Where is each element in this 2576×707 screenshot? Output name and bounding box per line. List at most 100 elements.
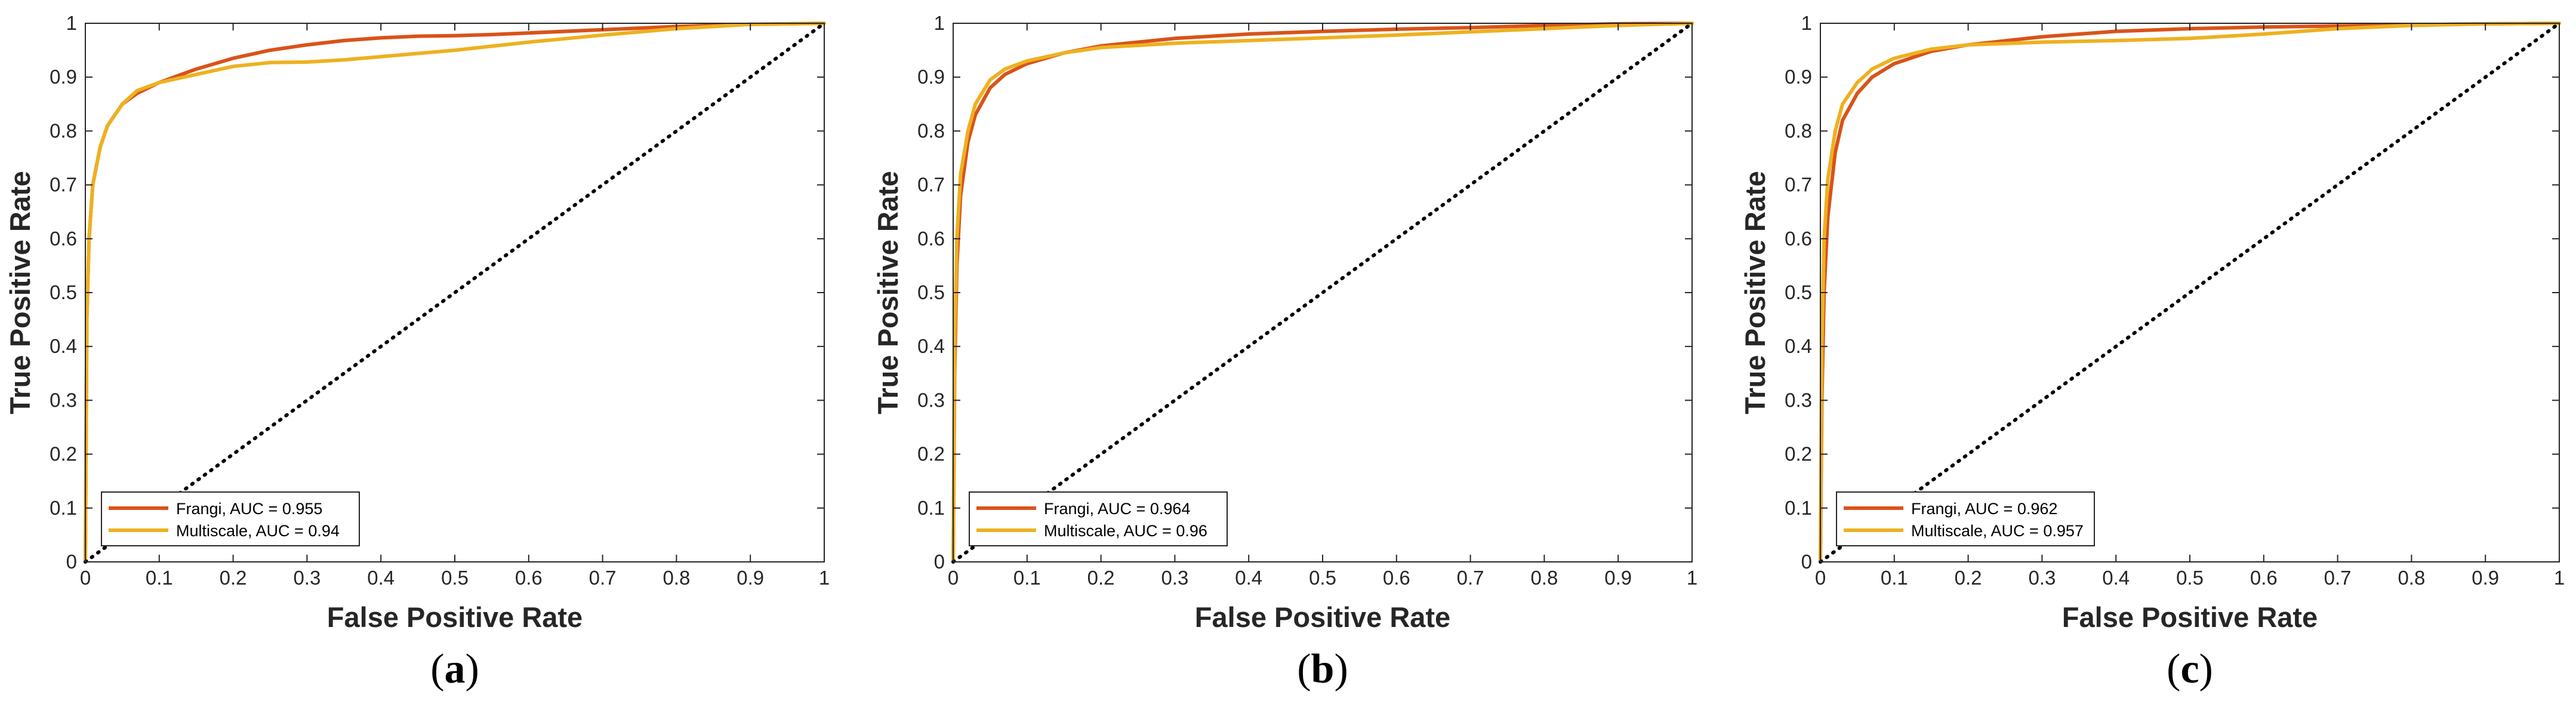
legend-entry-label: Frangi, AUC = 0.962 (1911, 500, 2057, 518)
x-tick-label: 0 (1815, 567, 1826, 589)
y-tick-label: 0.7 (1785, 174, 1812, 196)
y-tick-label: 0.4 (917, 335, 945, 357)
caption-close-paren: ) (2199, 646, 2213, 692)
legend-entry-label: Multiscale, AUC = 0.96 (1044, 522, 1207, 540)
x-tick-label: 0.4 (367, 567, 395, 589)
x-tick-label: 0.6 (2250, 567, 2278, 589)
y-tick-label: 0.3 (917, 389, 945, 411)
roc-panel-c: 0 0.1 0.2 0.3 0.4 0.5 0.6 0.7 0.8 0.9 1 0 0.1 0.2 0.3 0… (1739, 12, 2565, 692)
x-tick-label: 0.2 (1955, 567, 1982, 589)
x-tick-label: 0.6 (1383, 567, 1410, 589)
legend-box (969, 491, 1228, 546)
x-tick-label: 0.5 (2176, 567, 2204, 589)
caption-open-paren: ( (1297, 646, 1311, 692)
y-tick-label: 0.2 (1785, 443, 1812, 465)
x-tick-label: 0.7 (1457, 567, 1484, 589)
roc-panel-a: 0 0.1 0.2 0.3 0.4 0.5 0.6 0.7 0.8 0.9 1 0 0.1 0.2 0.3 0… (4, 12, 830, 692)
x-tick-label: 0.2 (220, 567, 247, 589)
x-tick-label: 0.8 (663, 567, 690, 589)
caption-letter: a (445, 646, 466, 692)
y-axis-label: True Positive Rate (4, 171, 36, 414)
caption-close-paren: ) (1334, 646, 1348, 692)
x-tick-label: 0.6 (515, 567, 543, 589)
x-tick-label: 0.9 (1604, 567, 1632, 589)
y-tick-label: 0.9 (50, 66, 77, 88)
x-tick-label: 1 (819, 567, 830, 589)
y-tick-label: 0.6 (917, 228, 945, 250)
y-axis-label: True Positive Rate (872, 171, 904, 414)
x-tick-label: 0.5 (441, 567, 469, 589)
x-tick-label: 0.5 (1309, 567, 1336, 589)
y-tick-label: 0.1 (50, 497, 77, 519)
y-tick-label: 0.9 (1785, 66, 1812, 88)
x-tick-label: 1 (2554, 567, 2565, 589)
caption-letter: b (1311, 646, 1335, 692)
chance-diagonal-line (951, 21, 1694, 564)
panel-caption: (b) (1297, 646, 1348, 692)
y-tick-label: 0.5 (1785, 281, 1812, 303)
y-tick-label: 0.7 (917, 174, 945, 196)
x-tick-label: 0.3 (2028, 567, 2056, 589)
legend: Frangi, AUC = 0.955 Multiscale, AUC = 0.9… (101, 491, 360, 546)
y-tick-label: 0.2 (917, 443, 945, 465)
legend-entry-label: Multiscale, AUC = 0.957 (1911, 522, 2084, 540)
x-tick-label: 0.4 (1235, 567, 1262, 589)
legend: Frangi, AUC = 0.962 Multiscale, AUC = 0.9… (1836, 491, 2095, 546)
caption-open-paren: ( (2167, 646, 2180, 692)
y-tick-label: 0 (66, 551, 77, 573)
legend-entry-label: Frangi, AUC = 0.964 (1044, 500, 1190, 518)
chance-diagonal-line (1819, 21, 2561, 564)
y-tick-label: 1 (66, 12, 77, 34)
x-tick-label: 0.7 (589, 567, 617, 589)
y-tick-label: 0.6 (1785, 228, 1812, 250)
y-tick-label: 0.4 (50, 335, 77, 357)
y-tick-label: 0.2 (50, 443, 77, 465)
y-tick-label: 1 (934, 12, 945, 34)
x-tick-label: 0.9 (737, 567, 764, 589)
y-tick-label: 0.8 (917, 119, 945, 142)
x-tick-label: 0.9 (2472, 567, 2499, 589)
y-tick-label: 0.3 (50, 389, 77, 411)
x-tick-label: 0.2 (1087, 567, 1115, 589)
x-tick-label: 0.1 (146, 567, 173, 589)
y-tick-label: 1 (1801, 12, 1812, 34)
y-tick-label: 0.5 (917, 281, 945, 303)
legend-entry-label: Multiscale, AUC = 0.94 (176, 522, 340, 540)
x-tick-label: 1 (1687, 567, 1697, 589)
legend-entry-label: Frangi, AUC = 0.955 (176, 500, 322, 518)
panel-caption: (c) (2167, 646, 2213, 692)
y-tick-label: 0.6 (50, 228, 77, 250)
legend: Frangi, AUC = 0.964 Multiscale, AUC = 0.9… (969, 491, 1228, 546)
x-tick-label: 0 (948, 567, 959, 589)
multiscale-roc-curve (951, 21, 1694, 564)
y-tick-label: 0 (934, 551, 945, 573)
y-tick-label: 0.4 (1785, 335, 1812, 357)
y-tick-label: 0.7 (50, 174, 77, 196)
caption-open-paren: ( (430, 646, 444, 692)
panel-caption: (a) (430, 646, 479, 692)
y-tick-label: 0.8 (50, 119, 77, 142)
legend-box (101, 491, 360, 546)
legend-box (1836, 491, 2095, 546)
x-tick-label: 0.4 (2102, 567, 2130, 589)
y-tick-label: 0.1 (1785, 497, 1812, 519)
chance-diagonal-line (84, 21, 826, 564)
x-tick-label: 0.1 (1013, 567, 1041, 589)
multiscale-roc-curve (84, 21, 826, 564)
y-tick-label: 0.9 (917, 66, 945, 88)
x-tick-label: 0.1 (1881, 567, 1908, 589)
caption-letter: c (2180, 646, 2199, 692)
y-tick-label: 0.1 (917, 497, 945, 519)
x-tick-label: 0.3 (1161, 567, 1188, 589)
x-tick-label: 0.8 (1530, 567, 1558, 589)
x-axis-label: False Positive Rate (2062, 601, 2318, 633)
x-tick-label: 0 (80, 567, 91, 589)
x-axis-label: False Positive Rate (1195, 601, 1450, 633)
x-tick-label: 0.3 (293, 567, 321, 589)
x-axis-label: False Positive Rate (327, 601, 583, 633)
y-tick-label: 0.5 (50, 281, 77, 303)
x-tick-label: 0.8 (2398, 567, 2425, 589)
y-tick-label: 0.3 (1785, 389, 1812, 411)
roc-panel-b: 0 0.1 0.2 0.3 0.4 0.5 0.6 0.7 0.8 0.9 1 0 0.1 0.2 0.3 0… (872, 12, 1697, 692)
